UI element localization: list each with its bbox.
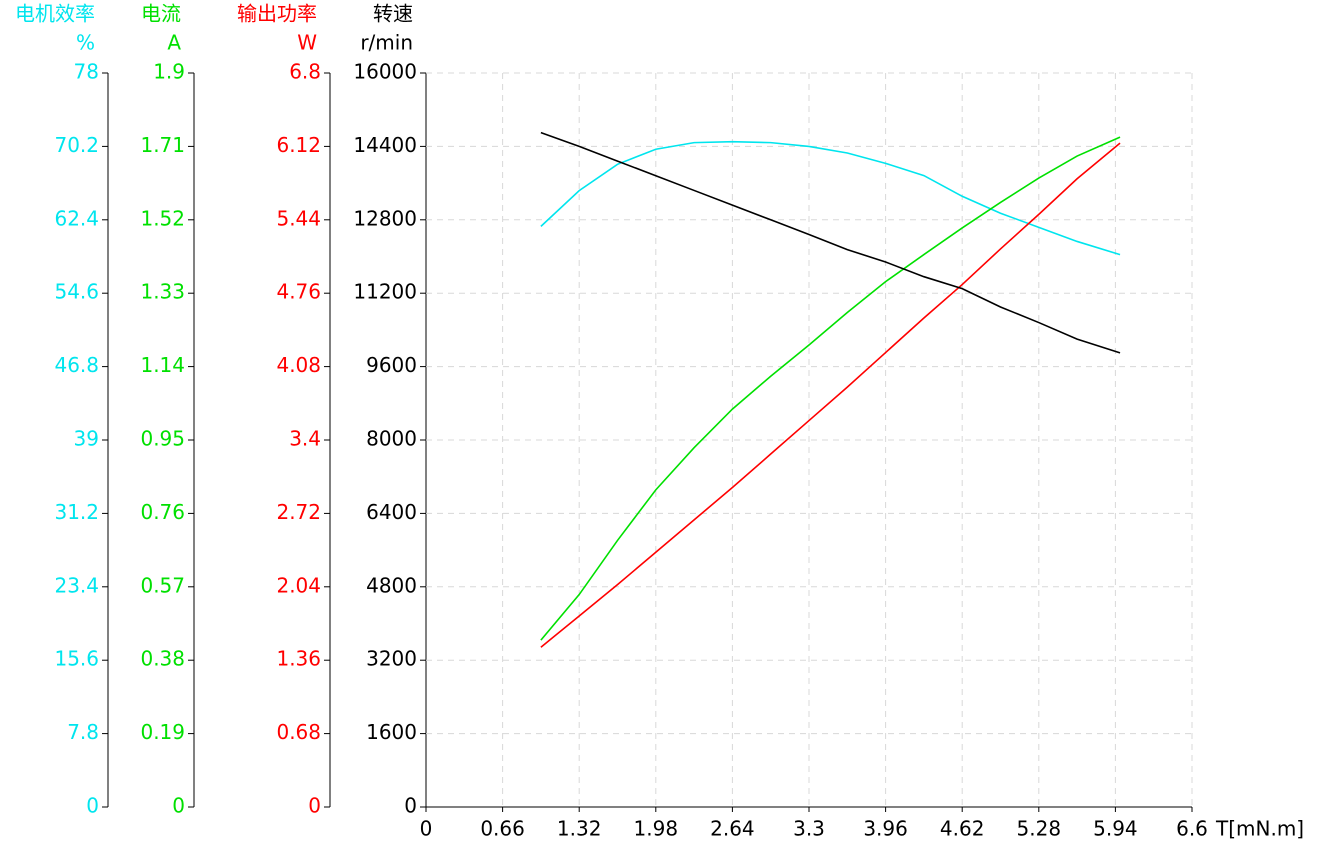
y-tick-label: 5.44	[276, 206, 321, 230]
x-tick-label: 1.98	[634, 817, 679, 841]
y-tick-label: 3200	[366, 647, 417, 671]
y-tick-label: 1.52	[140, 206, 185, 230]
y-tick-label: 4.76	[276, 280, 321, 304]
x-tick-label: 0	[420, 817, 433, 841]
y-tick-label: 1.71	[140, 133, 185, 157]
y-tick-label: 1.36	[276, 647, 321, 671]
y-axis-unit: A	[167, 31, 181, 55]
series-line	[540, 136, 1121, 641]
y-tick-label: 3.4	[289, 427, 321, 451]
y-axis-title: 输出功率	[237, 2, 317, 26]
y-tick-label: 0.57	[140, 573, 185, 597]
y-tick-label: 0	[404, 794, 417, 818]
y-tick-label: 9600	[366, 353, 417, 377]
y-tick-label: 31.2	[54, 500, 99, 524]
y-tick-label: 4.08	[276, 353, 321, 377]
x-tick-label: 6.6	[1176, 817, 1208, 841]
y-tick-label: 11200	[353, 280, 417, 304]
y-axis-title: 电流	[141, 2, 181, 26]
y-tick-label: 14400	[353, 133, 417, 157]
y-axis-unit: W	[297, 31, 317, 55]
y-tick-label: 23.4	[54, 573, 99, 597]
y-tick-label: 62.4	[54, 206, 99, 230]
y-tick-label: 1.9	[153, 60, 185, 84]
series-line	[540, 131, 1121, 354]
y-tick-label: 12800	[353, 206, 417, 230]
y-tick-label: 0	[86, 794, 99, 818]
y-tick-label: 0.19	[140, 720, 185, 744]
y-tick-label: 39	[74, 427, 99, 451]
y-tick-label: 1.33	[140, 280, 185, 304]
y-tick-label: 0.95	[140, 427, 185, 451]
y-tick-label: 1.14	[140, 353, 185, 377]
y-tick-label: 0	[172, 794, 185, 818]
y-axis-unit: r/min	[360, 31, 413, 55]
y-tick-label: 70.2	[54, 133, 99, 157]
y-tick-label: 78	[74, 60, 99, 84]
y-tick-label: 8000	[366, 427, 417, 451]
y-tick-label: 4800	[366, 573, 417, 597]
y-tick-label: 6.12	[276, 133, 321, 157]
x-axis-label: T[mN.m]	[1215, 817, 1304, 841]
x-tick-label: 3.96	[863, 817, 908, 841]
y-tick-label: 16000	[353, 60, 417, 84]
y-tick-label: 0.38	[140, 647, 185, 671]
y-tick-label: 6.8	[289, 60, 321, 84]
series-line	[540, 142, 1121, 648]
y-tick-label: 6400	[366, 500, 417, 524]
y-tick-label: 7.8	[67, 720, 99, 744]
y-tick-label: 0	[308, 794, 321, 818]
x-tick-label: 0.66	[480, 817, 525, 841]
x-tick-label: 3.3	[793, 817, 825, 841]
y-tick-label: 2.04	[276, 573, 321, 597]
y-tick-label: 0.76	[140, 500, 185, 524]
x-tick-label: 1.32	[557, 817, 602, 841]
y-axis-title: 转速	[373, 2, 413, 26]
x-tick-label: 2.64	[710, 817, 755, 841]
x-tick-label: 5.94	[1093, 817, 1138, 841]
y-tick-label: 54.6	[54, 280, 99, 304]
series-line	[540, 140, 1121, 256]
y-tick-label: 2.72	[276, 500, 321, 524]
y-tick-label: 0.68	[276, 720, 321, 744]
y-tick-label: 15.6	[54, 647, 99, 671]
y-axis-title: 电机效率	[15, 2, 95, 26]
x-tick-label: 4.62	[940, 817, 985, 841]
x-tick-label: 5.28	[1017, 817, 1062, 841]
y-axis-unit: %	[76, 31, 95, 55]
y-tick-label: 1600	[366, 720, 417, 744]
y-tick-label: 46.8	[54, 353, 99, 377]
